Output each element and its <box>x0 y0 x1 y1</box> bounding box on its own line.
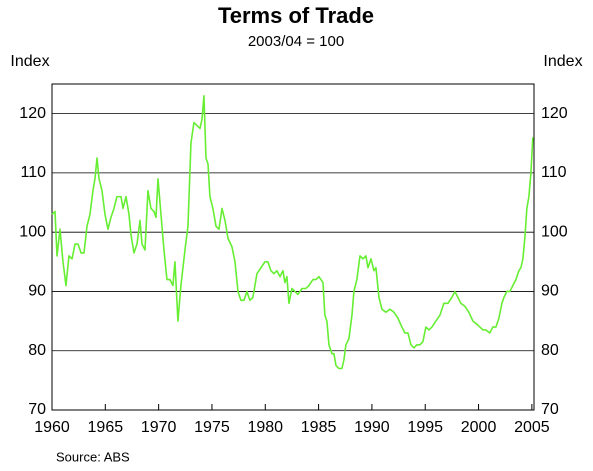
chart-title: Terms of Trade <box>218 3 374 28</box>
y-tick-label: 70 <box>28 401 46 418</box>
chart-subtitle: 2003/04 = 100 <box>248 33 344 50</box>
y-tick-label: 100 <box>19 223 46 240</box>
x-tick-label: 1965 <box>88 419 124 436</box>
source-note: Source: ABS <box>56 449 130 464</box>
y-tick-label: 120 <box>19 105 46 122</box>
y-tick-label: 80 <box>28 342 46 359</box>
plot-frame <box>51 83 535 411</box>
y-tick-label: 110 <box>20 164 46 181</box>
x-tick-label: 1995 <box>407 419 443 436</box>
data-line <box>51 95 534 370</box>
x-tick-label: 1975 <box>194 419 230 436</box>
y2-tick-label: 120 <box>541 105 568 122</box>
x-tick-label: 1970 <box>141 419 177 436</box>
y2-tick-label: 70 <box>541 401 559 418</box>
x-tick-label: 1980 <box>247 419 283 436</box>
y-tick-label: 90 <box>28 283 46 300</box>
y2-tick-label: 110 <box>541 164 567 181</box>
x-tick-label: 1960 <box>34 419 70 436</box>
x-tick-label: 2005 <box>514 419 550 436</box>
y2-axis-label: Index <box>543 53 582 70</box>
x-tick-label: 2000 <box>461 419 497 436</box>
y2-tick-label: 90 <box>541 283 559 300</box>
x-tick-label: 1985 <box>301 419 337 436</box>
x-tick-label: 1990 <box>354 419 390 436</box>
y-axis-label: Index <box>10 53 49 70</box>
y2-tick-label: 80 <box>541 342 559 359</box>
y2-tick-label: 100 <box>541 223 568 240</box>
